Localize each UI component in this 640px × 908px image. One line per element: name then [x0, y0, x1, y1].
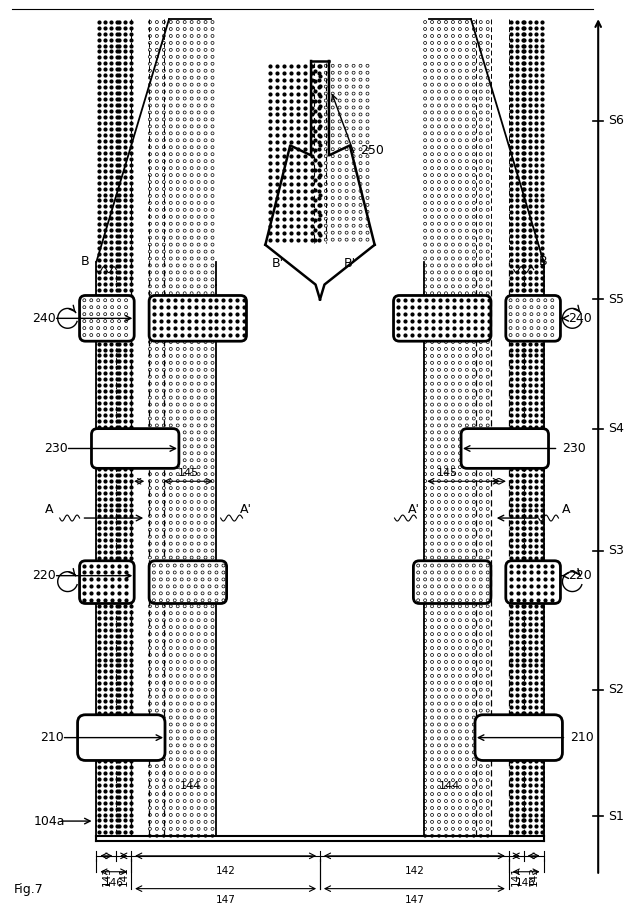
- FancyBboxPatch shape: [92, 429, 179, 469]
- Text: 143: 143: [529, 866, 539, 885]
- Text: 145: 145: [436, 469, 458, 479]
- Text: A: A: [45, 503, 54, 516]
- Text: B': B': [272, 257, 284, 270]
- Text: S2: S2: [608, 684, 624, 696]
- FancyBboxPatch shape: [506, 561, 561, 604]
- Text: S4: S4: [608, 422, 624, 435]
- Text: 147: 147: [216, 894, 236, 904]
- Text: Fig.7: Fig.7: [14, 883, 44, 895]
- FancyBboxPatch shape: [149, 561, 227, 604]
- Text: 220: 220: [568, 569, 592, 582]
- Text: 141: 141: [119, 866, 129, 885]
- Text: B: B: [81, 254, 90, 268]
- FancyBboxPatch shape: [394, 295, 491, 341]
- Text: 240: 240: [32, 311, 56, 325]
- FancyBboxPatch shape: [413, 561, 491, 604]
- Text: 143: 143: [101, 866, 111, 885]
- Text: 230: 230: [44, 442, 68, 455]
- Text: 146: 146: [516, 878, 536, 888]
- Text: 210: 210: [570, 731, 594, 745]
- Text: A': A': [408, 503, 420, 516]
- FancyBboxPatch shape: [79, 561, 134, 604]
- Text: A': A': [239, 503, 252, 516]
- Text: 144: 144: [438, 781, 460, 791]
- Text: S6: S6: [608, 114, 624, 127]
- Text: S1: S1: [608, 810, 624, 823]
- Text: 104a: 104a: [34, 814, 65, 827]
- Text: 240: 240: [568, 311, 592, 325]
- Text: 145: 145: [179, 469, 200, 479]
- Text: 250: 250: [360, 144, 383, 157]
- Text: S5: S5: [608, 293, 624, 306]
- Text: B': B': [344, 257, 356, 270]
- Text: 144: 144: [180, 781, 202, 791]
- FancyBboxPatch shape: [475, 715, 563, 761]
- FancyBboxPatch shape: [506, 295, 561, 341]
- Text: 142: 142: [216, 866, 236, 876]
- Text: 210: 210: [40, 731, 63, 745]
- Text: 141: 141: [511, 866, 521, 885]
- Text: A: A: [561, 503, 570, 516]
- FancyBboxPatch shape: [79, 295, 134, 341]
- Text: 142: 142: [404, 866, 424, 876]
- FancyBboxPatch shape: [461, 429, 548, 469]
- Text: 230: 230: [563, 442, 586, 455]
- FancyBboxPatch shape: [77, 715, 165, 761]
- Text: B: B: [539, 254, 547, 268]
- Text: S3: S3: [608, 544, 624, 558]
- Text: 146: 146: [104, 878, 124, 888]
- FancyBboxPatch shape: [149, 295, 246, 341]
- Text: 147: 147: [404, 894, 424, 904]
- Text: 220: 220: [32, 569, 56, 582]
